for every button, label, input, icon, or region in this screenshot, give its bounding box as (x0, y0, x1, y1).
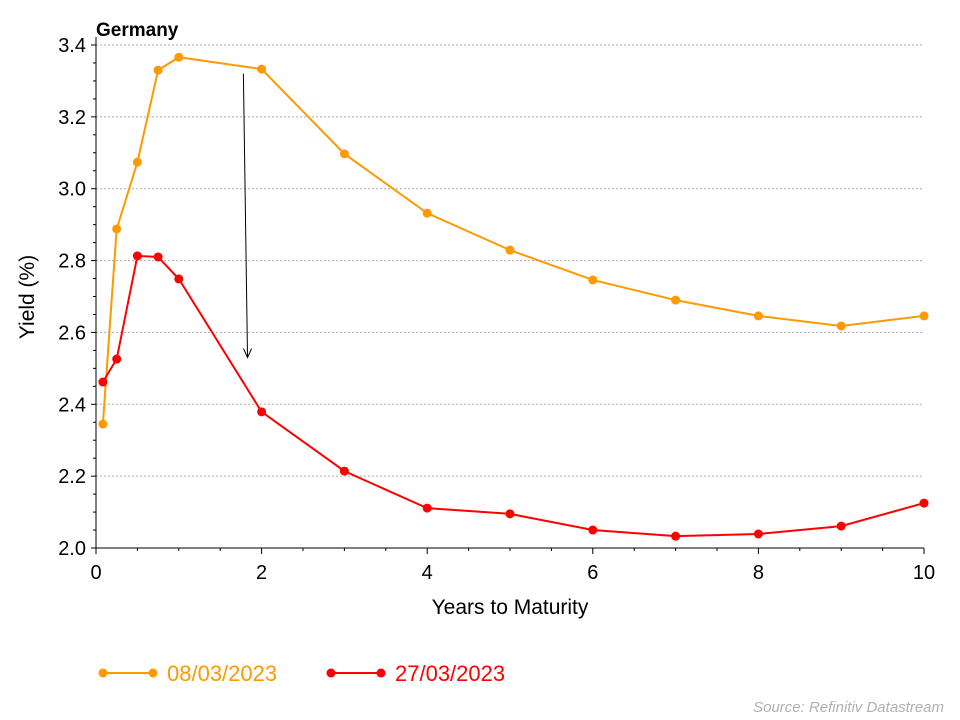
x-axis-label: Years to Maturity (432, 596, 589, 619)
data-point (257, 64, 267, 74)
data-point (112, 354, 122, 364)
series-line-1 (102, 254, 925, 538)
legend-marker (376, 668, 386, 678)
legend-marker (148, 668, 158, 678)
x-tick-label: 4 (422, 562, 433, 584)
data-point (422, 208, 432, 218)
data-point (174, 274, 184, 284)
data-point (174, 52, 184, 62)
data-point (153, 65, 163, 75)
data-point (588, 275, 598, 285)
legend-label: 08/03/2023 (167, 661, 277, 686)
x-tick-label: 0 (90, 562, 101, 584)
y-tick-label: 3.4 (58, 35, 86, 57)
data-point (112, 224, 122, 234)
data-point (98, 377, 108, 387)
legend-marker (98, 668, 108, 678)
data-point (753, 311, 763, 321)
data-point (339, 149, 349, 159)
data-point (257, 407, 267, 417)
data-point (505, 509, 515, 519)
data-point (671, 295, 681, 305)
data-point (753, 529, 763, 539)
data-point (153, 252, 163, 262)
y-tick-label: 2.4 (58, 394, 86, 416)
data-point (836, 321, 846, 331)
x-tick-label: 2 (256, 562, 267, 584)
legend-label: 27/03/2023 (395, 661, 505, 686)
y-axis-label: Yield (%) (16, 255, 39, 339)
x-tick-label: 8 (753, 562, 764, 584)
data-point (132, 251, 142, 261)
data-point (422, 503, 432, 513)
annotation-arrow (242, 73, 249, 358)
y-tick-label: 2.6 (58, 322, 86, 344)
data-point (98, 419, 108, 429)
source-note: Source: Refinitiv Datastream (753, 699, 944, 716)
y-tick-label: 3.2 (58, 107, 86, 129)
data-point (505, 245, 515, 255)
data-point (836, 521, 846, 531)
y-tick-label: 2.0 (58, 538, 86, 560)
chart-title: Germany (96, 20, 179, 41)
arrow-head-icon (243, 348, 252, 359)
data-point (132, 157, 142, 167)
data-point (588, 525, 598, 535)
data-point (671, 531, 681, 541)
y-tick-label: 2.2 (58, 466, 86, 488)
x-tick-label: 10 (913, 562, 935, 584)
x-tick-label: 6 (587, 562, 598, 584)
data-point (339, 466, 349, 476)
data-point (919, 498, 929, 508)
series-line-0 (101, 56, 925, 425)
legend-marker (326, 668, 336, 678)
y-tick-label: 3.0 (58, 179, 86, 201)
y-tick-label: 2.8 (58, 251, 86, 273)
data-point (919, 311, 929, 321)
